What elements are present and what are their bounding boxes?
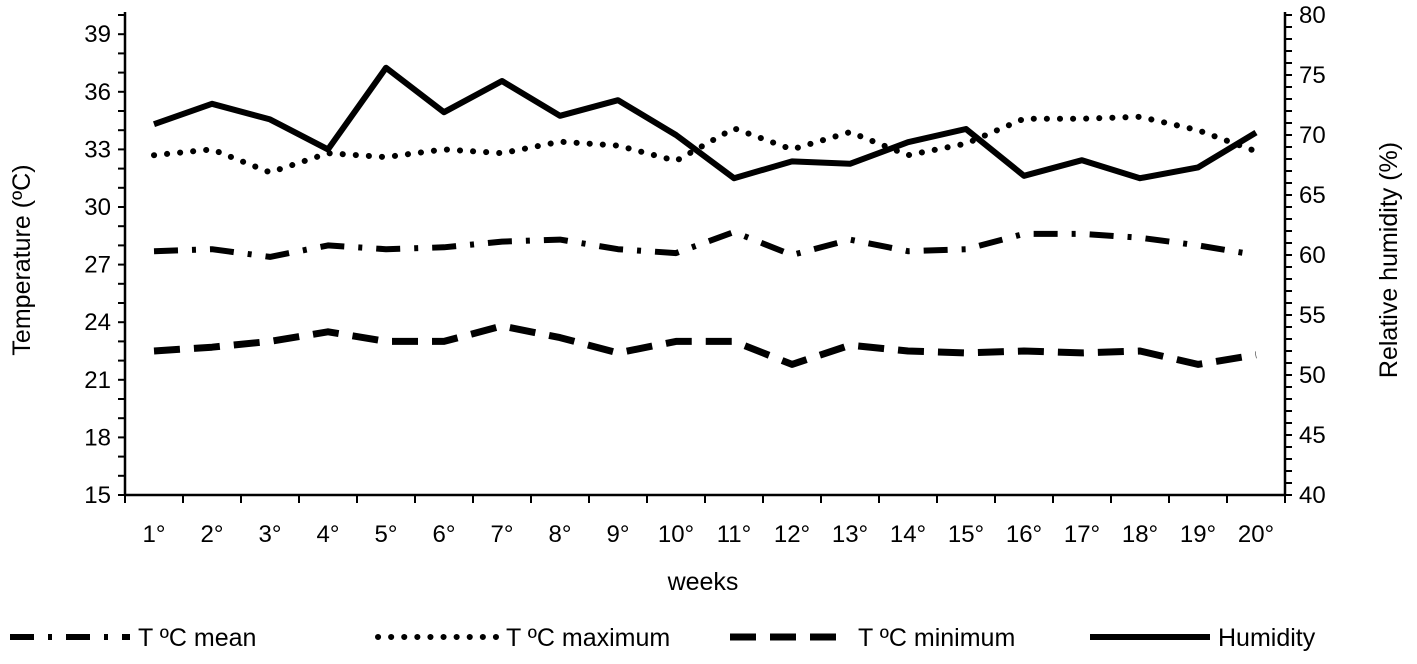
- x-tick-label: 2°: [201, 521, 224, 548]
- axes: [118, 12, 1292, 503]
- series-line-t-c-minimum: [153, 322, 1257, 368]
- y-left-tick-label: 30: [84, 194, 111, 221]
- series-line-t-c-mean: [153, 229, 1257, 260]
- legend-label-humidity: Humidity: [1218, 624, 1316, 652]
- x-tick-label: 5°: [375, 521, 398, 548]
- y-right-tick-label: 75: [1299, 62, 1326, 89]
- x-tick-label: 13°: [832, 521, 868, 548]
- y-left-tick-label: 15: [84, 482, 111, 509]
- y-axis-right-title: Relative humidity (%): [1375, 142, 1403, 378]
- x-tick-label: 4°: [317, 521, 340, 548]
- y-right-tick-label: 40: [1299, 482, 1326, 509]
- x-tick-label: 18°: [1122, 521, 1158, 548]
- y-left-tick-label: 33: [84, 136, 111, 163]
- x-tick-label: 12°: [774, 521, 810, 548]
- legend-label-t-c-maximum: T ºC maximum: [506, 624, 670, 652]
- x-tick-label: 17°: [1064, 521, 1100, 548]
- y-left-tick-label: 21: [84, 367, 111, 394]
- x-tick-label: 11°: [717, 521, 752, 548]
- y-left-tick-label: 39: [84, 21, 111, 48]
- y-right-tick-label: 55: [1299, 302, 1326, 329]
- x-tick-label: 8°: [549, 521, 572, 548]
- series-line-t-c-maximum: [151, 113, 1259, 176]
- y-right-tick-label: 80: [1299, 2, 1326, 29]
- x-tick-label: 1°: [143, 521, 166, 548]
- x-tick-label: 7°: [491, 521, 514, 548]
- y-left-tick-label: 27: [84, 252, 111, 279]
- legend-label-t-c-minimum: T ºC minimum: [858, 624, 1015, 652]
- x-tick-label: 10°: [658, 521, 694, 548]
- y-right-tick-label: 65: [1299, 182, 1326, 209]
- x-axis-title: weeks: [667, 568, 739, 596]
- y-left-tick-label: 18: [84, 424, 111, 451]
- y-right-tick-label: 70: [1299, 122, 1326, 149]
- x-tick-label: 20°: [1238, 521, 1274, 548]
- x-tick-label: 19°: [1180, 521, 1216, 548]
- plot-lines: [151, 64, 1259, 368]
- tick-labels: 15 18 21 24 27 30 33 36 39 40 45 50 55 60 65 70 75 80 1° 2°…: [84, 2, 1325, 548]
- y-left-tick-label: 24: [84, 309, 111, 336]
- x-tick-label: 16°: [1006, 521, 1042, 548]
- series-line-humidity: [153, 64, 1258, 182]
- y-right-tick-label: 60: [1299, 242, 1326, 269]
- x-tick-label: 9°: [607, 521, 630, 548]
- legend: T ºC mean T ºC maximum T ºC minimum Humidit…: [10, 624, 1316, 652]
- x-tick-label: 6°: [433, 521, 456, 548]
- x-tick-label: 14°: [890, 521, 926, 548]
- legend-label-t-c-mean: T ºC mean: [138, 624, 256, 652]
- x-tick-label: 3°: [259, 521, 282, 548]
- y-axis-left-title: Temperature (ºC): [8, 164, 36, 355]
- y-right-tick-label: 50: [1299, 362, 1326, 389]
- x-tick-label: 15°: [948, 521, 984, 548]
- y-right-tick-label: 45: [1299, 422, 1326, 449]
- y-left-tick-label: 36: [84, 79, 111, 106]
